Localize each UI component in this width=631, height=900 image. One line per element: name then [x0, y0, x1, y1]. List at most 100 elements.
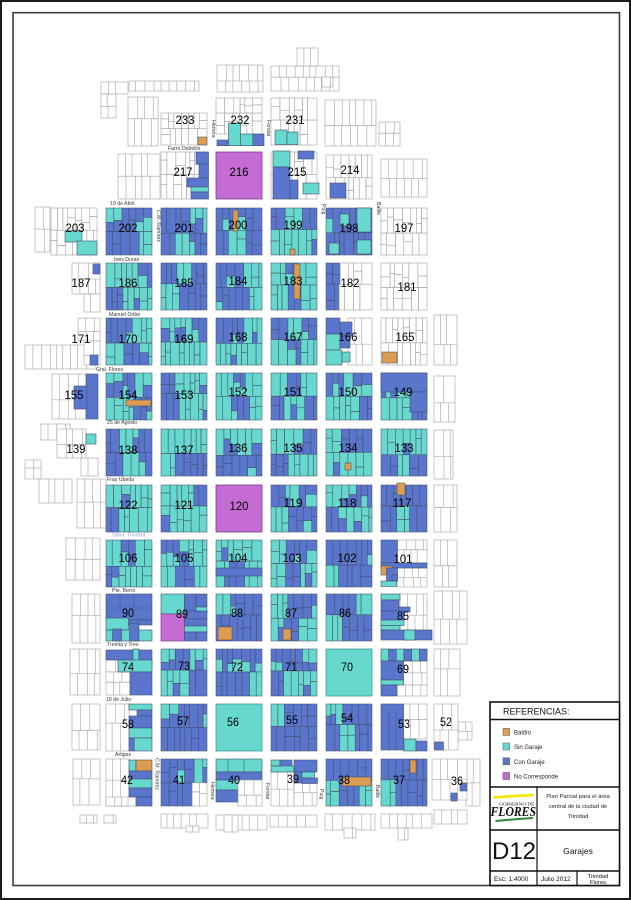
- svg-text:167: 167: [284, 330, 303, 344]
- svg-text:72: 72: [231, 660, 243, 674]
- svg-text:122: 122: [119, 498, 138, 512]
- svg-text:198: 198: [340, 221, 359, 235]
- svg-text:150: 150: [339, 385, 358, 399]
- svg-text:Trinidad: Trinidad: [588, 874, 609, 880]
- svg-text:70: 70: [341, 660, 353, 674]
- svg-text:Puig: Puig: [320, 204, 326, 214]
- svg-text:199: 199: [284, 218, 303, 232]
- svg-text:71: 71: [285, 660, 297, 674]
- svg-text:Batlle: Batlle: [375, 202, 381, 215]
- svg-text:215: 215: [288, 165, 307, 179]
- svg-text:38: 38: [338, 773, 350, 787]
- svg-text:197: 197: [395, 221, 414, 235]
- svg-text:74: 74: [122, 660, 134, 674]
- svg-text:104: 104: [229, 551, 248, 565]
- svg-text:Fray Ubeda: Fray Ubeda: [107, 477, 134, 483]
- svg-text:89: 89: [176, 607, 188, 621]
- svg-text:217: 217: [174, 165, 193, 179]
- svg-text:170: 170: [119, 332, 138, 346]
- svg-text:155: 155: [65, 388, 84, 402]
- svg-text:Trinidad: Trinidad: [568, 814, 589, 820]
- svg-text:36: 36: [451, 774, 463, 788]
- svg-text:121: 121: [175, 498, 194, 512]
- svg-text:169: 169: [175, 332, 194, 346]
- svg-text:171: 171: [72, 332, 91, 346]
- svg-text:53: 53: [398, 717, 410, 731]
- svg-text:232: 232: [231, 113, 250, 127]
- svg-text:Esc: 1:4000: Esc: 1:4000: [494, 876, 529, 883]
- svg-text:151: 151: [284, 385, 303, 399]
- svg-text:137: 137: [175, 443, 194, 457]
- svg-text:149: 149: [394, 385, 413, 399]
- svg-text:No Corresponde: No Corresponde: [514, 775, 559, 781]
- svg-text:Herrera: Herrera: [210, 120, 216, 138]
- svg-text:Treinta y Tres: Treinta y Tres: [107, 642, 139, 648]
- svg-text:central de la ciudad de: central de la ciudad de: [549, 804, 607, 810]
- svg-text:Inés Duran: Inés Duran: [114, 257, 139, 263]
- svg-text:181: 181: [398, 280, 417, 294]
- svg-text:39: 39: [287, 772, 299, 786]
- svg-text:Pte. Berro: Pte. Berro: [112, 588, 135, 594]
- svg-text:87: 87: [285, 606, 297, 620]
- svg-text:52: 52: [440, 715, 452, 729]
- svg-text:138: 138: [119, 443, 138, 457]
- svg-text:139: 139: [67, 442, 86, 456]
- svg-text:103: 103: [283, 551, 302, 565]
- svg-text:D12: D12: [492, 838, 536, 865]
- svg-text:58: 58: [122, 717, 134, 731]
- svg-text:202: 202: [119, 221, 138, 235]
- svg-text:40: 40: [228, 773, 240, 787]
- svg-text:25 de Agosto: 25 de Agosto: [107, 420, 137, 426]
- svg-text:Herrera: Herrera: [209, 782, 215, 800]
- svg-text:134: 134: [339, 441, 358, 455]
- svg-text:Plan Parcial para el área: Plan Parcial para el área: [546, 794, 610, 800]
- svg-text:FLORES: FLORES: [490, 804, 536, 819]
- svg-text:Sin Garaje: Sin Garaje: [514, 745, 543, 751]
- svg-text:200: 200: [229, 218, 248, 232]
- svg-text:184: 184: [229, 274, 248, 288]
- svg-text:118: 118: [338, 496, 357, 510]
- svg-text:Batlle: Batlle: [374, 785, 380, 798]
- svg-text:168: 168: [229, 330, 248, 344]
- svg-text:37: 37: [393, 773, 405, 787]
- svg-text:117: 117: [393, 496, 412, 510]
- svg-text:Stma. Trinidad: Stma. Trinidad: [112, 533, 146, 539]
- svg-text:18 de Julio: 18 de Julio: [106, 697, 131, 703]
- svg-text:19 de Abril: 19 de Abril: [110, 201, 135, 207]
- svg-text:182: 182: [341, 276, 360, 290]
- svg-text:185: 185: [175, 276, 194, 290]
- svg-text:101: 101: [394, 552, 413, 566]
- svg-text:Con Garaje: Con Garaje: [514, 760, 545, 766]
- svg-text:42: 42: [121, 773, 133, 787]
- svg-text:Manuel Oribe: Manuel Oribe: [109, 312, 140, 318]
- svg-text:Julio 2012: Julio 2012: [541, 876, 571, 883]
- svg-text:214: 214: [341, 163, 360, 177]
- svg-text:41: 41: [173, 773, 185, 787]
- svg-text:106: 106: [119, 551, 138, 565]
- svg-text:57: 57: [177, 714, 189, 728]
- svg-text:54: 54: [341, 711, 353, 725]
- svg-text:154: 154: [119, 388, 138, 402]
- svg-text:153: 153: [175, 388, 194, 402]
- svg-text:183: 183: [284, 274, 303, 288]
- svg-text:C.M. Ramírez: C.M. Ramírez: [155, 210, 161, 242]
- svg-text:203: 203: [66, 221, 85, 235]
- svg-text:186: 186: [119, 276, 138, 290]
- svg-text:85: 85: [397, 609, 409, 623]
- svg-text:88: 88: [231, 606, 243, 620]
- svg-text:Flores: Flores: [590, 880, 606, 886]
- svg-text:56: 56: [227, 715, 239, 729]
- svg-text:216: 216: [230, 165, 249, 179]
- svg-text:Baldío: Baldío: [514, 730, 532, 736]
- svg-text:119: 119: [284, 496, 303, 510]
- svg-text:Fondar: Fondar: [265, 120, 271, 137]
- svg-text:120: 120: [230, 499, 249, 513]
- svg-text:55: 55: [286, 713, 298, 727]
- svg-text:231: 231: [286, 113, 305, 127]
- svg-text:Puig: Puig: [318, 789, 324, 799]
- svg-text:135: 135: [284, 441, 303, 455]
- svg-text:136: 136: [229, 441, 248, 455]
- svg-text:166: 166: [339, 330, 358, 344]
- svg-text:233: 233: [176, 113, 195, 127]
- svg-text:86: 86: [339, 606, 351, 620]
